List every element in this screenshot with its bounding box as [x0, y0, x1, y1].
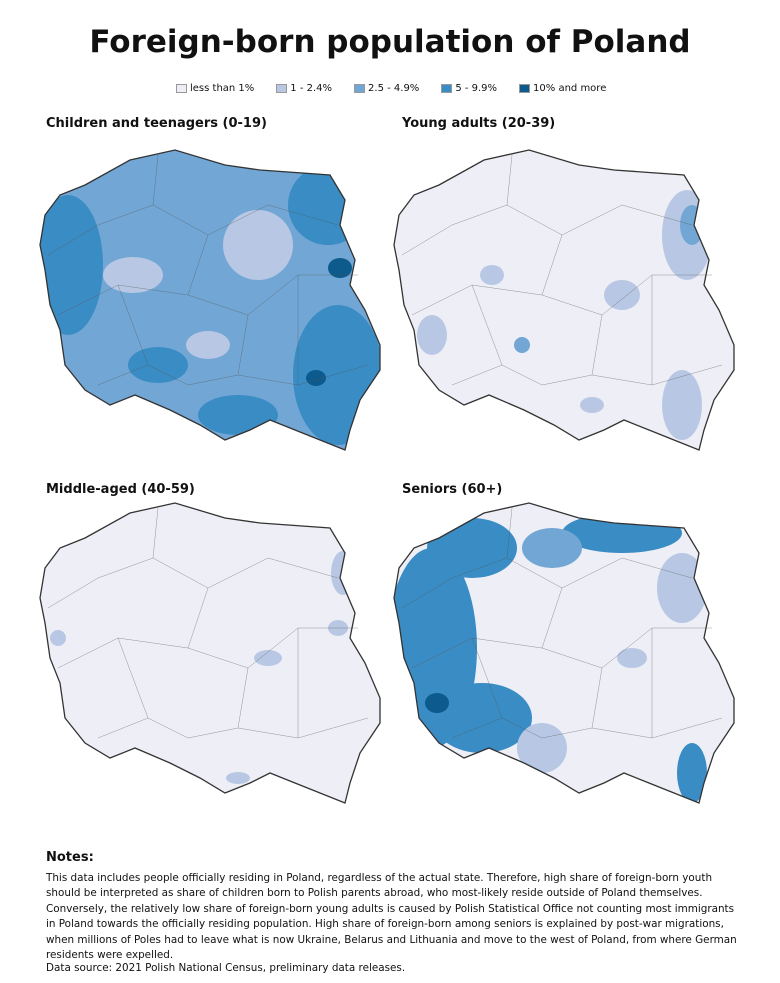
- panel-title: Seniors (60+): [402, 482, 503, 497]
- region: [522, 528, 582, 568]
- legend-swatch: [176, 84, 187, 93]
- legend-item: less than 1%: [176, 83, 254, 94]
- legend-label: 1 - 2.4%: [290, 83, 333, 94]
- region: [293, 305, 380, 445]
- legend-swatch: [354, 84, 366, 93]
- region: [103, 257, 163, 293]
- region: [617, 648, 647, 668]
- region: [580, 397, 604, 413]
- region: [510, 765, 534, 781]
- region: [40, 503, 380, 803]
- region: [50, 630, 66, 646]
- legend-swatch: [276, 84, 288, 93]
- legend-item: 2.5 - 4.9%: [354, 83, 419, 94]
- region: [226, 772, 250, 784]
- region: [288, 165, 368, 245]
- legend-swatch: [441, 84, 453, 93]
- region: [128, 347, 188, 383]
- legend-item: 5 - 9.9%: [441, 83, 497, 94]
- map-middle-aged: [39, 502, 381, 804]
- map-children: [39, 149, 381, 451]
- region: [254, 650, 282, 666]
- legend-label: 5 - 9.9%: [455, 83, 498, 94]
- legend-label: 2.5 - 4.9%: [368, 83, 420, 94]
- legend-label: less than 1%: [190, 83, 255, 94]
- region: [662, 370, 702, 440]
- region: [40, 195, 103, 335]
- region: [328, 258, 352, 278]
- title: Foreign-born population of Poland: [89, 24, 691, 60]
- region: [677, 743, 707, 803]
- legend-label: 10% and more: [533, 83, 607, 94]
- legend-item: 1 - 2.4%: [276, 83, 332, 94]
- notes-heading: Notes:: [46, 850, 94, 865]
- region: [425, 693, 449, 713]
- region: [427, 518, 517, 578]
- region: [432, 683, 532, 753]
- legend-item: 10% and more: [519, 83, 606, 94]
- region: [306, 370, 326, 386]
- legend: less than 1% 1 - 2.4% 2.5 - 4.9% 5 - 9.9…: [176, 83, 614, 94]
- region: [657, 553, 707, 623]
- region: [186, 331, 230, 359]
- region: [480, 265, 504, 285]
- panel-title: Young adults (20-39): [402, 116, 556, 131]
- region: [604, 280, 640, 310]
- region: [417, 315, 447, 355]
- region: [223, 210, 293, 280]
- region: [514, 337, 530, 353]
- map-young-adults: [393, 149, 735, 451]
- data-source: Data source: 2021 Polish National Census…: [46, 962, 406, 974]
- legend-swatch: [519, 84, 531, 93]
- panel-title: Middle-aged (40-59): [46, 482, 195, 497]
- map-seniors: [393, 502, 735, 804]
- notes-text: This data includes people officially res…: [46, 872, 737, 962]
- region: [198, 395, 278, 435]
- region: [331, 551, 355, 595]
- panel-title: Children and teenagers (0-19): [46, 116, 267, 131]
- region: [517, 723, 567, 773]
